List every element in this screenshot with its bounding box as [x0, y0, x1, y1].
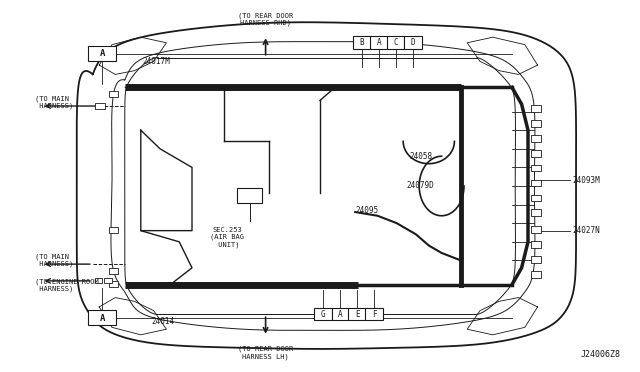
Text: A: A	[338, 310, 343, 319]
Text: C: C	[393, 38, 398, 47]
Bar	[531, 241, 541, 248]
Bar	[109, 268, 118, 274]
Bar	[353, 36, 371, 49]
Bar	[387, 36, 404, 49]
Text: SEC.253
(AIR BAG
 UNIT): SEC.253 (AIR BAG UNIT)	[210, 227, 244, 248]
Bar	[109, 281, 118, 287]
Text: A: A	[100, 314, 105, 323]
Text: J24006Z8: J24006Z8	[581, 350, 621, 359]
Bar	[109, 91, 118, 97]
Text: F: F	[372, 310, 377, 319]
Text: A: A	[100, 49, 105, 58]
Text: G: G	[321, 310, 326, 319]
Text: A: A	[376, 38, 381, 47]
Bar	[88, 310, 116, 325]
Text: 24079D: 24079D	[406, 182, 434, 190]
Bar	[531, 120, 541, 127]
Text: (TO REAR DOOR
HARNESS LH): (TO REAR DOOR HARNESS LH)	[238, 346, 293, 360]
Bar	[531, 150, 541, 157]
Bar	[88, 46, 116, 61]
Bar	[332, 308, 349, 320]
Bar	[95, 278, 102, 283]
Bar	[237, 188, 262, 203]
Text: (TO ENGINE ROOM
 HARNESS): (TO ENGINE ROOM HARNESS)	[35, 278, 99, 292]
Text: 24027N: 24027N	[573, 226, 600, 235]
Text: 24017M: 24017M	[143, 57, 171, 66]
Bar	[370, 36, 388, 49]
Bar	[531, 226, 541, 233]
Bar	[531, 209, 541, 216]
Bar	[531, 271, 541, 278]
Text: 24014: 24014	[152, 317, 175, 326]
Text: E: E	[355, 310, 360, 319]
Text: 24095: 24095	[355, 206, 378, 215]
Bar	[348, 308, 366, 320]
Text: (TO MAIN
 HARNESS): (TO MAIN HARNESS)	[35, 95, 74, 109]
Text: B: B	[359, 38, 364, 47]
Bar	[314, 308, 332, 320]
Bar	[531, 105, 541, 112]
Bar	[531, 165, 541, 171]
Bar	[531, 135, 541, 142]
Bar	[531, 256, 541, 263]
Bar	[365, 308, 383, 320]
Bar	[104, 278, 112, 283]
Text: D: D	[410, 38, 415, 47]
Bar	[531, 195, 541, 201]
Bar	[95, 103, 105, 109]
Text: (TO REAR DOOR
HARNESS RHD): (TO REAR DOOR HARNESS RHD)	[238, 12, 293, 26]
Text: 24093M: 24093M	[573, 176, 600, 185]
Bar	[531, 180, 541, 186]
Bar	[109, 227, 118, 233]
Bar	[404, 36, 422, 49]
Text: 24058: 24058	[410, 152, 433, 161]
Text: (TO MAIN
 HARNESS): (TO MAIN HARNESS)	[35, 253, 74, 267]
